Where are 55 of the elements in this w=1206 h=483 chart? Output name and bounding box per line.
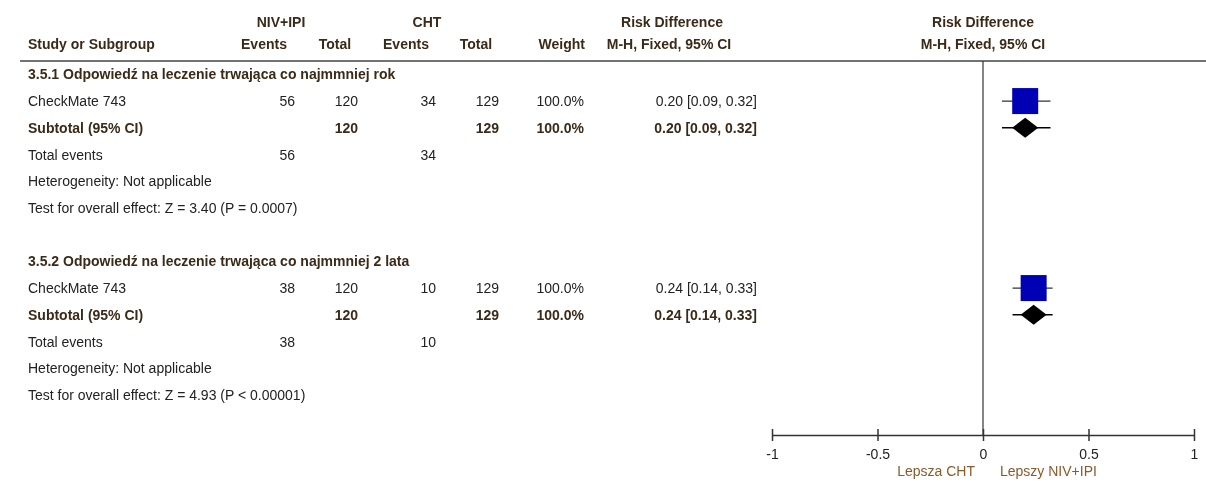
text: Lepszy NIV+IPI (1000, 463, 1097, 479)
text: Heterogeneity: Not applicable (28, 360, 212, 377)
text: 3.5.1 Odpowiedź na leczenie trwająca co najmmniej rok (28, 66, 396, 83)
x-tick-label: -0.5 (865, 446, 891, 463)
text: 10 (420, 333, 437, 350)
text: CHT (412, 14, 442, 30)
text: NIV+IPI (256, 14, 306, 30)
text: 0.24 [0.14, 0.33] (655, 280, 757, 297)
text: 100.0% (536, 306, 585, 323)
text: Lepsza CHT (897, 463, 976, 479)
text: Total events (28, 333, 103, 350)
chart-subtitle: M-H, Fixed, 95% CI (920, 36, 1046, 52)
text: Events (241, 36, 288, 52)
text: 129 (475, 306, 500, 323)
x-tick-label: 0 (979, 446, 988, 463)
text: 3.5.2 Odpowiedź na leczenie trwająca co najmmniej 2 lata (28, 253, 410, 270)
text: 100.0% (536, 119, 585, 136)
x-tick-label: -1 (766, 446, 779, 463)
text: Test for overall effect: Z = 4.93 (P < 0.00001) (28, 386, 306, 403)
text: 129 (475, 93, 500, 110)
text: 100.0% (536, 93, 584, 110)
text: 56 (279, 146, 296, 163)
text: Subtotal (95% CI) (28, 119, 144, 136)
text: Total (318, 36, 352, 52)
x-tick-label: 0.5 (1079, 446, 1099, 463)
text: Events (383, 36, 430, 52)
x-tick-label: 1 (1190, 446, 1199, 463)
text: M-H, Fixed, 95% CI (606, 36, 732, 52)
text: 129 (475, 119, 500, 136)
text: 0.20 [0.09, 0.32] (655, 93, 757, 110)
text: 120 (334, 93, 359, 110)
text: 0.20 [0.09, 0.32] (654, 119, 757, 136)
text: 38 (279, 280, 296, 297)
text: 129 (475, 280, 500, 297)
chart-title: Risk Difference (932, 14, 1035, 30)
text: CheckMate 743 (28, 93, 127, 110)
text: 120 (334, 280, 359, 297)
text: Total (459, 36, 493, 52)
text: 120 (334, 119, 359, 136)
text: Weight (538, 36, 586, 52)
text: Heterogeneity: Not applicable (28, 173, 212, 190)
text: 34 (420, 146, 437, 163)
text: 10 (420, 280, 437, 297)
text: CheckMate 743 (28, 280, 127, 297)
text: Total events (28, 146, 103, 163)
text: 100.0% (536, 280, 584, 297)
text: 34 (420, 93, 437, 110)
text: Test for overall effect: Z = 3.40 (P = 0.0007) (28, 199, 298, 216)
text: Subtotal (95% CI) (28, 306, 144, 323)
text: Study or Subgroup (28, 36, 155, 52)
text: 38 (279, 333, 296, 350)
text: 56 (279, 93, 296, 110)
text: 0.24 [0.14, 0.33] (654, 306, 757, 323)
text: Risk Difference (621, 14, 724, 30)
text: 120 (334, 306, 359, 323)
